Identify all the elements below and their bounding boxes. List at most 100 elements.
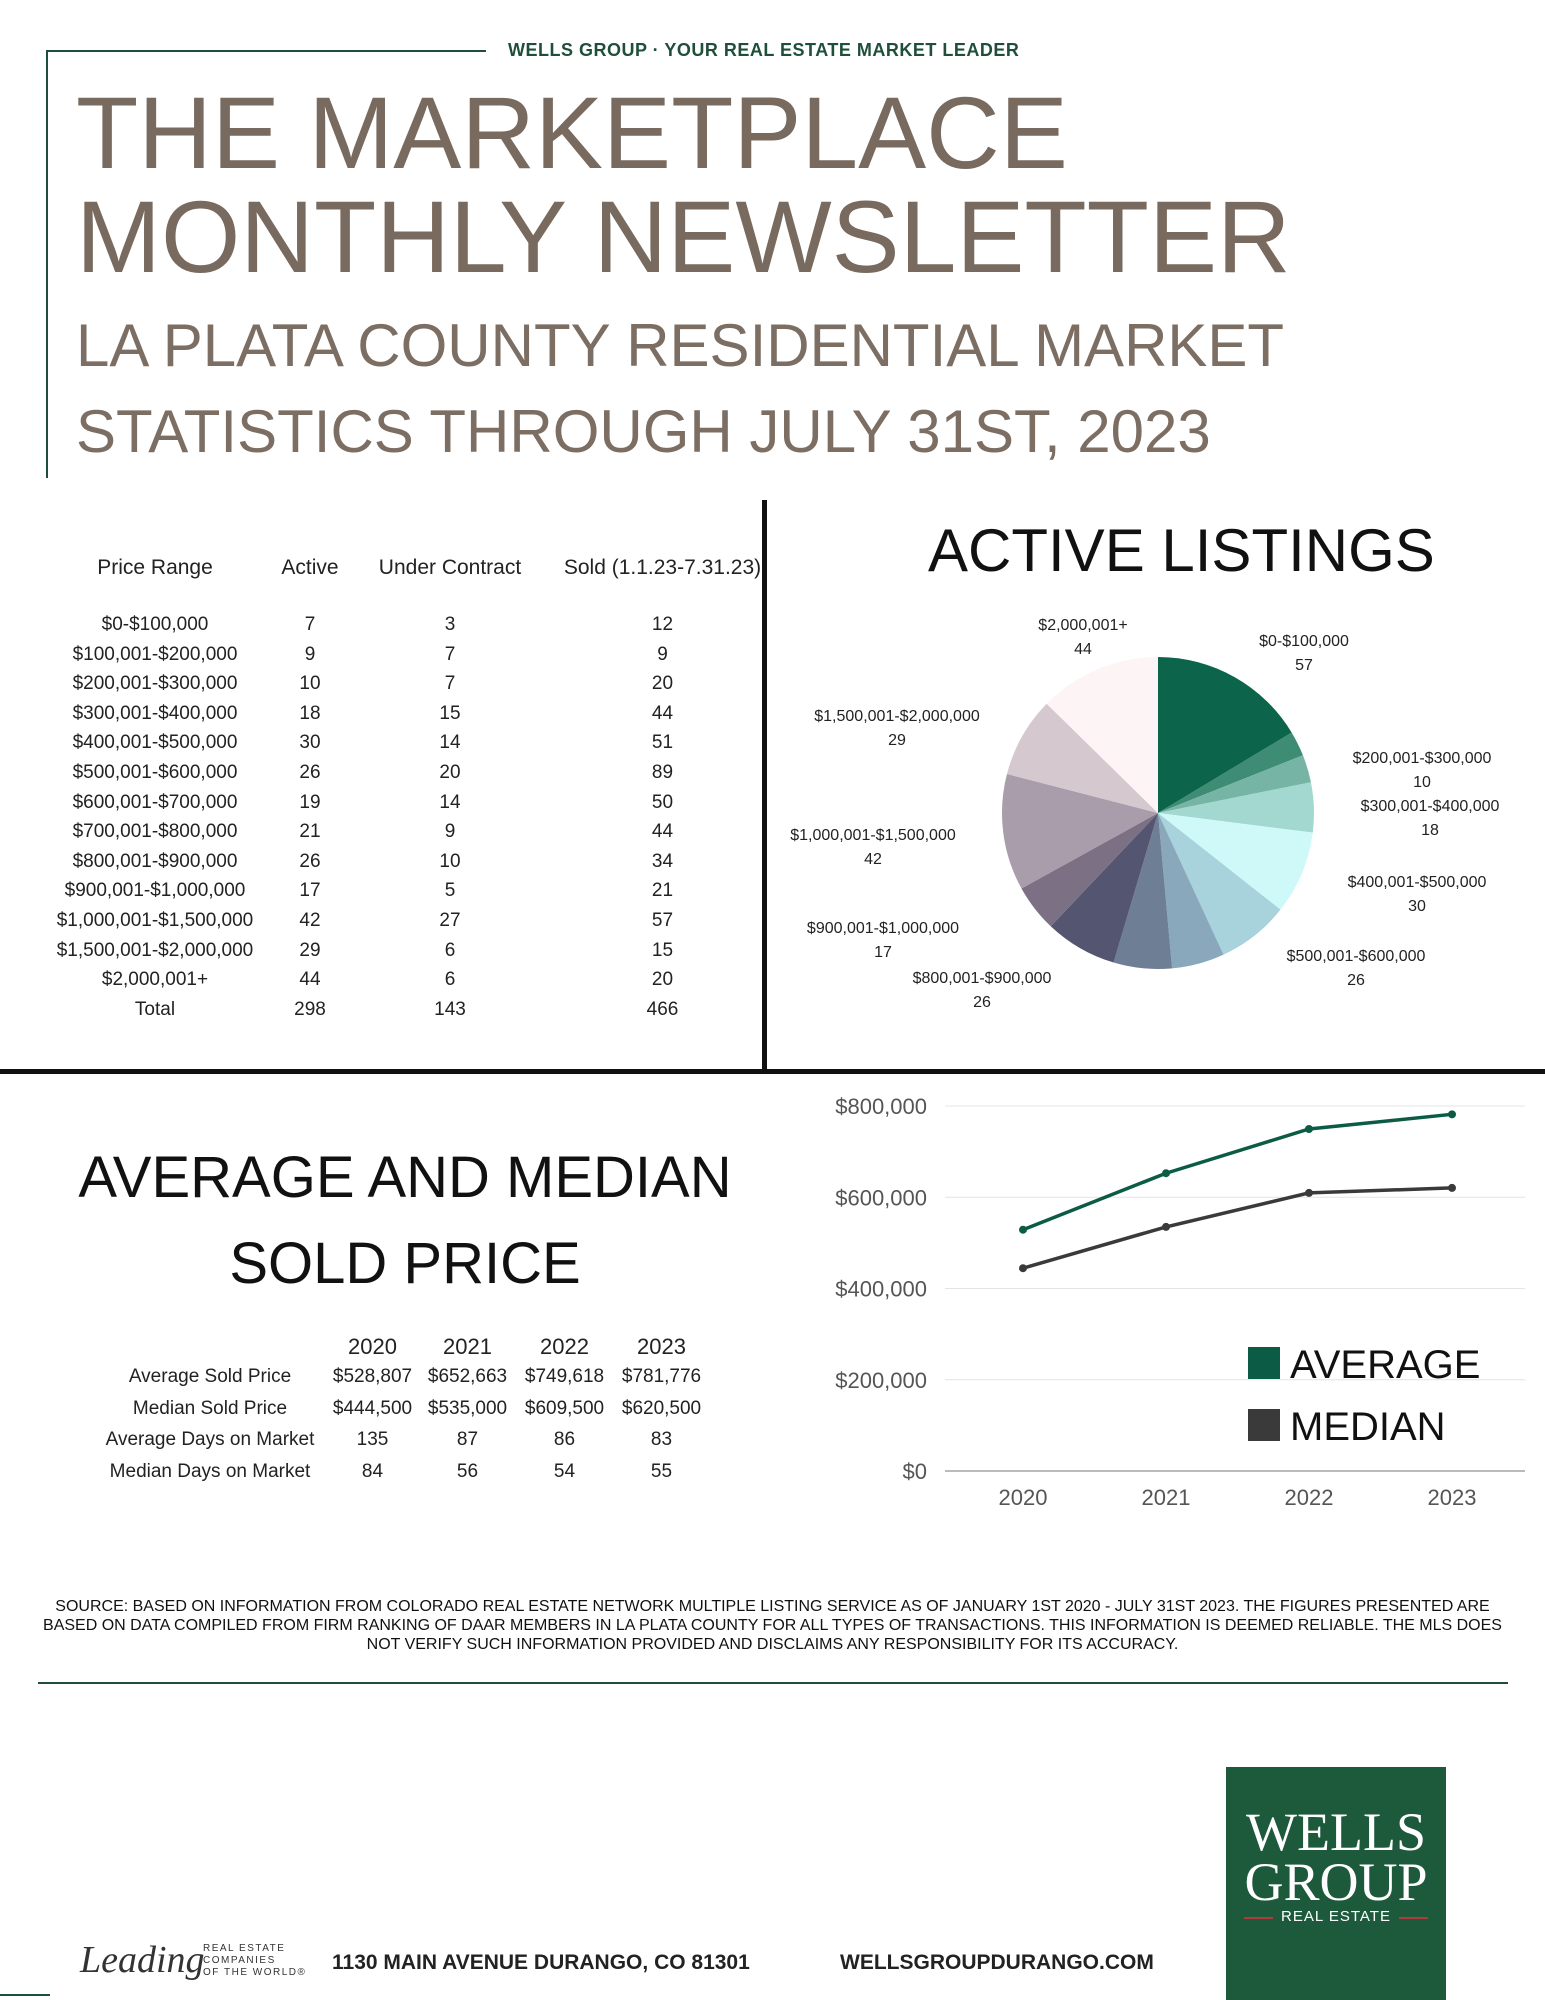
stats-value-cell: 56 [456, 1460, 479, 1482]
pie-slice-label: $300,001-$400,000 18 [1361, 795, 1500, 843]
pie-label-value: 26 [1347, 972, 1365, 989]
table-total-row: Total 298 143 466 [30, 999, 760, 1025]
stats-value-cell: $528,807 [332, 1366, 413, 1387]
pie-label-value: 18 [1421, 822, 1439, 839]
legend-label-average: AVERAGE [1290, 1343, 1480, 1387]
active-cell: 44 [299, 969, 321, 991]
table-row: $200,001-$300,000 10 7 20 [30, 673, 760, 699]
sold-cell: 20 [651, 969, 674, 991]
header-rule-horizontal [46, 50, 486, 52]
active-cell: 42 [299, 910, 321, 931]
y-tick-label: $600,000 [835, 1185, 927, 1210]
leading-rec-tagline: REAL ESTATE COMPANIES OF THE WORLD® [203, 1943, 306, 1979]
price-range-cell: $1,500,001-$2,000,000 [56, 939, 254, 961]
data-point-average [1305, 1124, 1313, 1133]
stats-value-cell: 54 [553, 1460, 576, 1482]
pie-slice [1050, 813, 1158, 963]
sold-cell: 466 [646, 998, 679, 1020]
y-tick-label: $800,000 [835, 1094, 927, 1119]
active-cell: 17 [299, 880, 321, 902]
sold-cell: 50 [651, 791, 674, 813]
sold-cell: 20 [651, 673, 674, 695]
stats-value-cell: 55 [650, 1460, 673, 1482]
logo-wells: WELLS [1246, 1802, 1426, 1862]
price-range-cell: $2,000,001+ [101, 969, 209, 991]
logo-real-estate: REAL ESTATE [1226, 1908, 1446, 1925]
under-contract-cell: 10 [439, 850, 461, 872]
price-range-cell: $100,001-$200,000 [72, 643, 238, 665]
under-contract-cell: 7 [444, 643, 456, 665]
under-contract-cell: 6 [444, 969, 456, 991]
pie-label-value: 17 [874, 944, 892, 961]
x-tick-label: 2023 [1428, 1485, 1477, 1510]
under-contract-cell: 3 [444, 614, 456, 635]
price-range-table: Price Range Active Under Contract Sold (… [0, 0, 770, 1060]
leading-small-line-1: REAL ESTATE [203, 1943, 286, 1954]
table-row: $2,000,001+ 44 6 20 [30, 969, 760, 995]
pie-label-range: $800,001-$900,000 [912, 970, 1052, 987]
active-cell: 19 [299, 791, 321, 813]
website-link[interactable]: WELLSGROUPDURANGO.COM [840, 1951, 1154, 1974]
wells-group-logo: WELLS GROUP REAL ESTATE [1226, 1767, 1446, 2000]
active-cell: 29 [299, 939, 321, 961]
under-contract-cell: 9 [444, 821, 456, 843]
stats-row-label: Median Sold Price [132, 1397, 288, 1419]
avg-median-table: 2020 2021 2022 2023 Average Sold Price $5… [0, 0, 770, 1500]
series-line-average [1022, 1112, 1453, 1232]
table-row: $1,000,001-$1,500,000 42 27 57 [30, 910, 760, 936]
sold-price-line-chart: $0 $200,000 $400,000 $600,000 $800,000 2020 20… [835, 1094, 1525, 1510]
under-contract-cell: 6 [444, 939, 456, 961]
price-range-cell: $300,001-$400,000 [72, 702, 238, 724]
table-row: $800,001-$900,000 26 10 34 [30, 851, 760, 877]
pie-label-value: 44 [1074, 641, 1092, 658]
data-point-average [1162, 1169, 1170, 1178]
table-row: $300,001-$400,000 18 15 44 [30, 703, 760, 729]
under-contract-cell: 15 [439, 702, 461, 724]
active-listings-title: ACTIVE LISTINGS [928, 517, 1435, 584]
data-point-median [1305, 1188, 1313, 1197]
stats-row-label: Average Days on Market [105, 1429, 315, 1450]
pie-slice-label: $900,001-$1,000,000 17 [807, 917, 959, 965]
pie-slice-label: $800,001-$900,000 26 [913, 967, 1052, 1015]
sold-cell: 44 [651, 702, 674, 724]
pie-slice [1002, 773, 1158, 889]
pie-slice [1158, 755, 1311, 813]
data-point-median [1162, 1222, 1170, 1231]
sold-cell: 15 [651, 939, 674, 961]
title-line-2: MONTHLY NEWSLETTER [76, 180, 1291, 294]
under-contract-cell: 14 [439, 791, 461, 813]
pie-label-value: 30 [1408, 898, 1426, 915]
stats-value-cell: 135 [356, 1429, 389, 1450]
table-row: $900,001-$1,000,000 17 5 21 [30, 880, 760, 906]
pie-label-range: $300,001-$400,000 [1360, 798, 1500, 815]
table-row: $700,001-$800,000 21 9 44 [30, 821, 760, 847]
leading-rule [0, 1994, 50, 1996]
legend-label-median: MEDIAN [1290, 1405, 1446, 1449]
header-active: Active [281, 556, 339, 579]
pie-slice-label: $200,001-$300,000 10 [1353, 747, 1492, 795]
tagline: WELLS GROUP · YOUR REAL ESTATE MARKET LE… [508, 40, 1020, 60]
pie-label-value: 10 [1413, 774, 1431, 791]
pie-label-range: $1,000,001-$1,500,000 [790, 827, 956, 844]
y-tick-label: $0 [903, 1459, 927, 1484]
table-row: $500,001-$600,000 26 20 89 [30, 762, 760, 788]
pie-label-value: 29 [888, 732, 906, 749]
y-tick-label: $400,000 [835, 1277, 927, 1302]
data-point-median [1019, 1264, 1027, 1273]
stats-value-cell: $535,000 [427, 1397, 508, 1419]
pie-slice-label: $1,000,001-$1,500,000 42 [790, 824, 955, 872]
series-line-median [1022, 1186, 1453, 1270]
x-tick-label: 2020 [999, 1485, 1048, 1510]
year-2021: 2021 [443, 1334, 492, 1359]
footer-rule [38, 1682, 1508, 1684]
source-disclaimer: SOURCE: BASED ON INFORMATION FROM COLORA… [43, 1598, 1502, 1653]
sold-cell: 57 [651, 910, 674, 931]
header-under-contract: Under Contract [378, 556, 522, 579]
logo-real-estate-text: REAL ESTATE [1273, 1908, 1399, 1925]
subtitle-line-1: LA PLATA COUNTY RESIDENTIAL MARKET [76, 312, 1285, 379]
header-sold: Sold (1.1.23-7.31.23) [563, 556, 762, 579]
price-range-cell: $500,001-$600,000 [72, 762, 238, 783]
active-cell: 26 [299, 762, 321, 783]
pie-label-range: $0-$100,000 [1259, 633, 1349, 650]
under-contract-cell: 7 [444, 673, 456, 695]
